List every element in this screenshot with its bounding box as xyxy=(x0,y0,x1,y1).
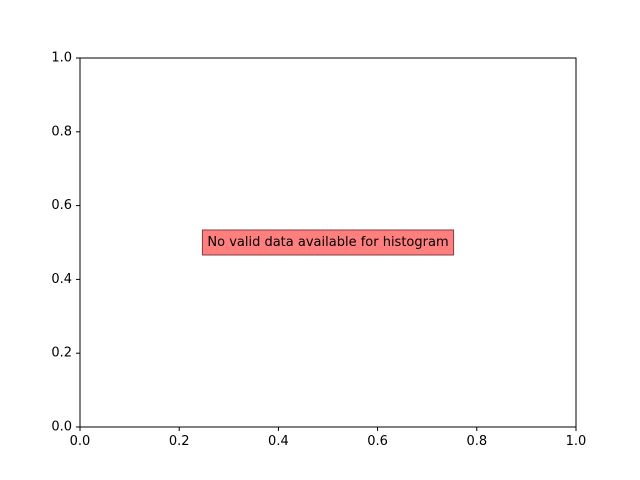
y-tick-label: 0.2 xyxy=(51,346,72,361)
x-ticks: 0.0 0.2 0.4 0.6 0.8 1.0 xyxy=(70,427,587,449)
annotation-box xyxy=(201,229,455,256)
y-tick-label: 0.4 xyxy=(51,272,72,287)
y-tick-label: 1.0 xyxy=(51,51,72,66)
x-tick-label: 1.0 xyxy=(566,434,587,449)
x-tick-label: 0.2 xyxy=(169,434,190,449)
x-tick-label: 0.8 xyxy=(466,434,487,449)
x-tick-label: 0.4 xyxy=(268,434,289,449)
x-tick-label: 0.6 xyxy=(367,434,388,449)
y-tick-label: 0.6 xyxy=(51,198,72,213)
annotation: No valid data available for histogram xyxy=(201,229,455,256)
x-tick-label: 0.0 xyxy=(70,434,91,449)
y-tick-label: 0.0 xyxy=(51,420,72,435)
y-ticks: 0.0 0.2 0.4 0.6 0.8 1.0 xyxy=(51,51,80,435)
annotation-text: No valid data available for histogram xyxy=(207,235,448,250)
y-tick-label: 0.8 xyxy=(51,124,72,139)
axes-frame xyxy=(79,57,577,428)
